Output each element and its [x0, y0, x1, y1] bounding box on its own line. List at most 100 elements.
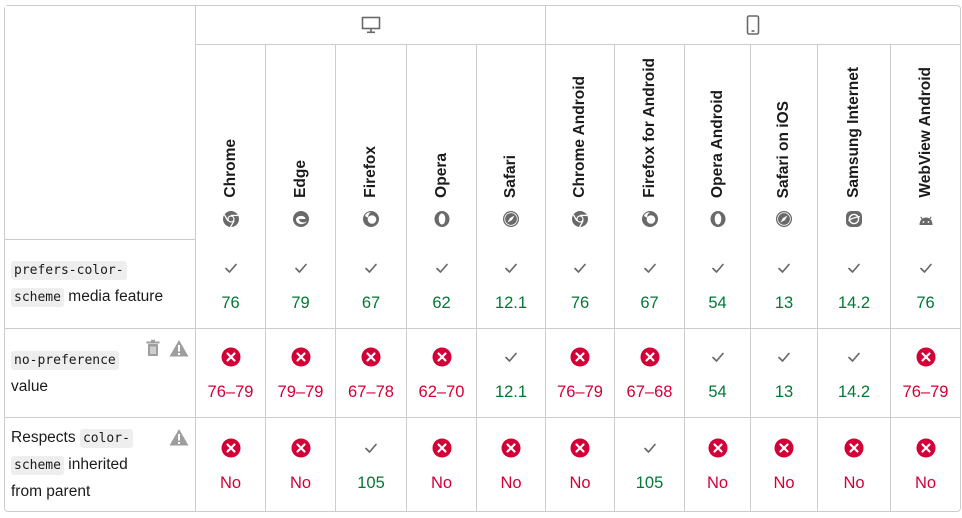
supported-check-icon [365, 443, 377, 453]
support-cell[interactable]: 12.1 [477, 240, 546, 329]
supported-check-icon [574, 263, 586, 273]
feature-description: inherited [68, 455, 128, 473]
not-supported-icon [291, 347, 310, 366]
version-label: 12.1 [494, 293, 528, 312]
version-label: 67–78 [348, 382, 394, 401]
version-label: No [843, 474, 865, 492]
support-cell[interactable]: No [685, 418, 751, 511]
not-supported-icon [291, 438, 310, 458]
desktop-icon [361, 16, 380, 34]
version-label: 67–68 [626, 382, 673, 401]
browser-compat-table: Chrome Edge Firefox Opera Safari Chrome Andro… [4, 5, 961, 512]
version-label: 105 [635, 474, 664, 492]
support-cell[interactable]: 62 [407, 240, 477, 329]
android-icon [919, 216, 932, 225]
support-cell[interactable]: 12.1 [477, 329, 546, 418]
not-supported-icon [501, 438, 521, 458]
support-cell[interactable]: 76 [196, 240, 266, 329]
support-cell[interactable]: 14.2 [818, 240, 891, 329]
version-label: No [773, 474, 795, 492]
not-supported-icon [432, 438, 451, 458]
support-cell[interactable]: 79–79 [266, 329, 336, 418]
support-cell[interactable]: 76–79 [196, 329, 266, 418]
chrome-icon [572, 211, 588, 228]
samsung-internet-icon [846, 211, 862, 227]
warning-icon[interactable] [169, 428, 189, 446]
support-cell[interactable]: No [818, 418, 891, 511]
not-supported-icon [221, 438, 240, 458]
support-cell[interactable]: 105 [615, 418, 685, 511]
support-cell[interactable]: 76 [546, 240, 615, 329]
browser-name: Chrome Android [571, 76, 588, 198]
browser-name: WebView Android [916, 67, 934, 198]
opera-icon [710, 211, 725, 227]
browser-name: Firefox for Android [640, 58, 658, 198]
support-cell[interactable]: No [891, 418, 960, 511]
support-cell[interactable]: 67 [615, 240, 685, 329]
support-cell[interactable]: 67–78 [336, 329, 407, 418]
feature-row: prefers-color-scheme media feature 76 79 67… [5, 240, 960, 329]
version-label: No [706, 474, 729, 492]
browser-header-opera-android: Opera Android [685, 45, 751, 240]
feature-description: media feature [68, 288, 164, 305]
support-cell[interactable]: 76–79 [891, 329, 960, 418]
version-label: No [289, 474, 312, 492]
warning-icon[interactable] [169, 339, 189, 357]
support-cell[interactable]: No [546, 418, 615, 511]
safari-icon [776, 211, 792, 227]
support-cell[interactable]: No [407, 418, 477, 511]
version-label: No [914, 474, 937, 492]
browser-header-samsung-internet: Samsung Internet [818, 45, 891, 240]
support-cell[interactable]: No [266, 418, 336, 511]
browser-name: Safari [502, 154, 519, 198]
feature-status-icons [169, 428, 189, 446]
deprecated-trash-icon[interactable] [145, 339, 161, 357]
feature-row: Respects color-scheme inherited from pare… [5, 418, 960, 511]
not-supported-icon [708, 438, 727, 458]
not-supported-icon [916, 347, 935, 366]
version-label: 67 [361, 293, 381, 312]
supported-check-icon [848, 263, 860, 273]
support-cell[interactable]: 67–68 [615, 329, 685, 418]
version-label: 79–79 [277, 382, 324, 401]
version-label: 76 [916, 293, 935, 312]
support-cell[interactable]: 105 [336, 418, 407, 511]
browser-name: Safari on iOS [775, 100, 792, 198]
support-cell[interactable]: 13 [751, 240, 818, 329]
supported-check-icon [505, 263, 517, 273]
not-supported-icon [844, 438, 864, 458]
support-cell[interactable]: 13 [751, 329, 818, 418]
version-label: 12.1 [494, 382, 528, 401]
support-cell[interactable]: No [196, 418, 266, 511]
not-supported-icon [774, 438, 794, 458]
not-supported-icon [570, 347, 590, 366]
browser-header-opera: Opera [407, 45, 477, 240]
not-supported-icon [221, 347, 240, 366]
version-label: 14.2 [837, 293, 871, 312]
support-cell[interactable]: No [477, 418, 546, 511]
support-cell[interactable]: 54 [685, 329, 751, 418]
supported-check-icon [778, 352, 790, 362]
supported-check-icon [711, 263, 724, 273]
browser-name: Firefox [362, 146, 379, 198]
support-cell[interactable]: 62–70 [407, 329, 477, 418]
safari-icon [503, 211, 519, 227]
feature-row: no-preference value 76–79 79–79 67–78 62–70 12… [5, 329, 960, 418]
support-cell[interactable]: 14.2 [818, 329, 891, 418]
support-cell[interactable]: 76 [891, 240, 960, 329]
support-cell[interactable]: 76–79 [546, 329, 615, 418]
firefox-icon [641, 211, 658, 227]
feature-status-icons [145, 339, 189, 357]
support-cell[interactable]: 79 [266, 240, 336, 329]
table-corner [5, 6, 196, 240]
supported-check-icon [711, 352, 724, 362]
support-cell[interactable]: 67 [336, 240, 407, 329]
version-label: 76–79 [557, 382, 603, 401]
support-cell[interactable]: 54 [685, 240, 751, 329]
supported-check-icon [643, 263, 656, 273]
version-label: 14.2 [837, 382, 871, 401]
support-cell[interactable]: No [751, 418, 818, 511]
not-supported-icon [432, 347, 451, 366]
code-snippet: no-preference [11, 350, 119, 370]
